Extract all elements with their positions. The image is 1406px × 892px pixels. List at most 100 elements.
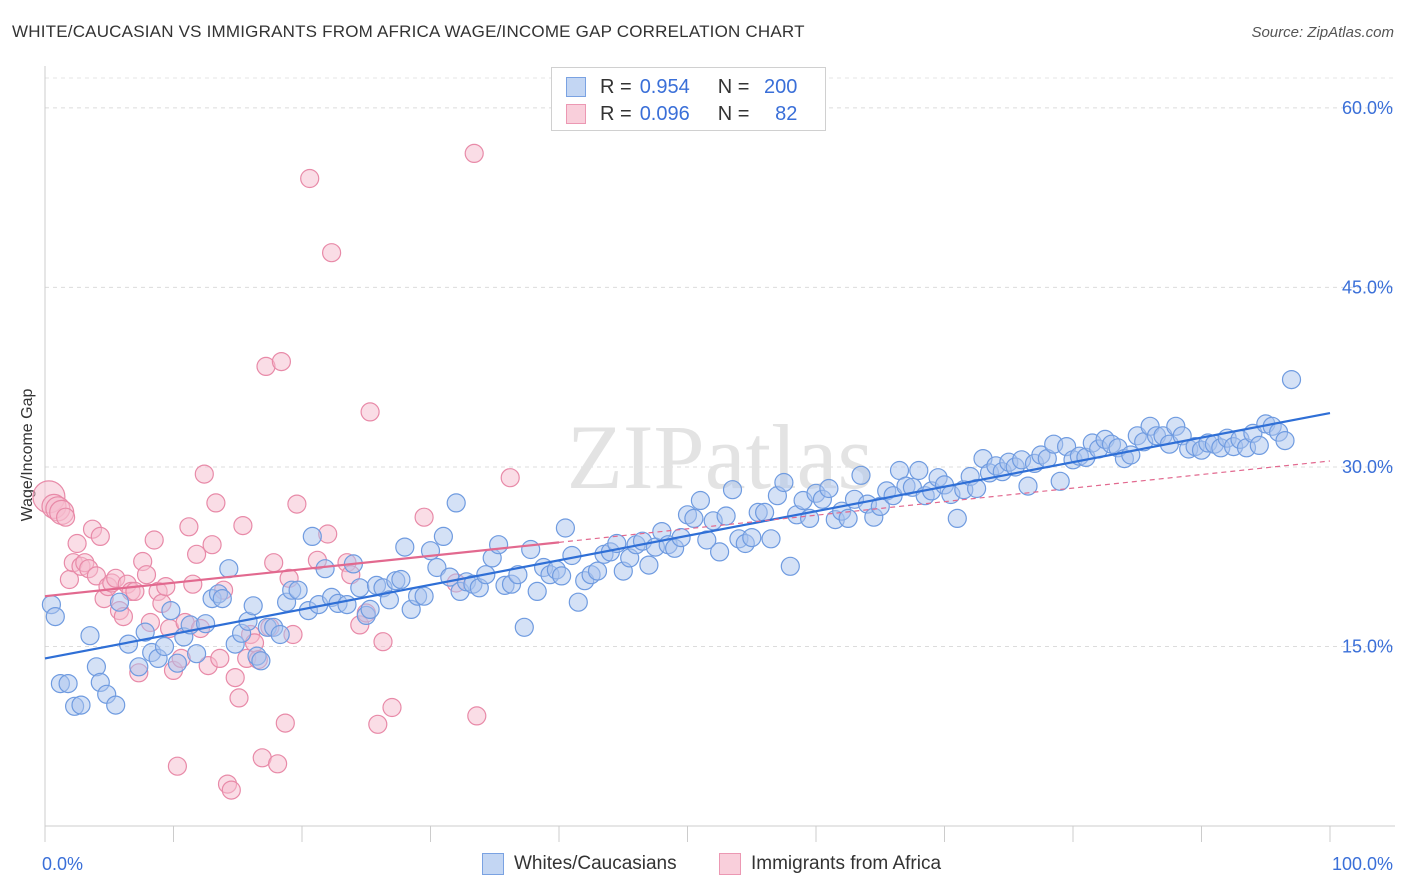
data-point [86,657,107,677]
data-point [514,617,534,637]
data-point [1050,471,1070,491]
y-tick-label: 45.0% [1342,277,1393,297]
data-point [161,600,181,621]
chart-title: WHITE/CAUCASIAN VS IMMIGRANTS FROM AFRIC… [12,22,805,41]
data-point [55,507,76,527]
data-point [489,535,509,555]
data-point [206,493,226,513]
data-point [225,667,245,688]
tick-labels: 15.0% 30.0% 45.0% 60.0% 0.0% 100.0% [42,98,1393,874]
data-point [819,478,839,499]
data-point [851,465,871,485]
data-point [551,566,572,586]
data-point [45,606,65,627]
data-point [58,673,78,694]
data-point [639,555,659,575]
blue-swatch [566,77,586,97]
data-point [373,632,393,652]
bottom-legend-white: Whites/Caucasians [482,852,677,876]
legend-r-label: R = [600,102,632,125]
data-point [709,542,730,562]
data-point [379,590,399,610]
data-point [684,508,704,529]
data-point [156,576,176,597]
data-point [527,581,547,602]
data-point [395,537,415,557]
data-point [382,697,402,718]
data-point [67,533,87,554]
data-point [427,557,447,578]
data-point [414,586,434,606]
data-point [106,695,126,715]
data-point [187,544,207,564]
data-point [391,569,411,590]
data-point [271,352,291,372]
legend-n-value: 200 [764,75,798,98]
legend-n-value: 82 [775,102,798,125]
data-point [1249,435,1269,455]
white-trend-line [44,412,1331,660]
data-point [243,596,263,616]
data-point [212,588,232,609]
data-point [300,168,320,189]
data-point [433,526,453,547]
data-point [1281,370,1302,390]
data-point [219,559,239,579]
data-point [947,508,967,529]
data-point [690,490,711,511]
bottom-legend-white-label: Whites/Caucasians [514,853,677,874]
legend-r-value: 0.096 [639,102,690,125]
data-point [129,657,149,677]
data-point [754,502,775,523]
data-point [251,651,271,671]
y-tick-label: 30.0% [1342,457,1393,477]
x-tick-label-min: 0.0% [42,854,83,874]
bottom-legend-africa: Immigrants from Africa [719,852,941,876]
data-point [264,553,284,573]
data-point [90,526,110,547]
data-point [183,574,203,594]
legend-r-label: R = [600,75,632,98]
africa-trend-dashed [558,460,1331,543]
legend-n-label: N = [717,102,750,125]
data-point [187,644,207,664]
data-point [1018,476,1038,496]
blue-swatch [482,853,504,875]
data-point [464,143,484,163]
data-point [229,688,249,708]
data-point [275,713,295,733]
data-point [716,506,736,526]
data-point [562,545,582,566]
axes [44,66,1395,842]
data-point [287,494,307,514]
data-point [270,624,290,645]
x-tick-label-max: 100.0% [1332,854,1393,874]
data-point [194,464,214,484]
y-tick-label: 15.0% [1342,636,1393,656]
data-point [154,636,175,657]
data-point [1275,431,1295,451]
data-point [587,561,608,581]
data-point [268,754,288,774]
data-point [179,517,199,537]
legend-n-label: N = [717,75,750,98]
data-point [136,565,157,585]
data-point [167,653,187,673]
data-point [135,622,155,642]
trend-lines [44,412,1331,660]
pink-swatch [719,853,741,875]
data-point [221,780,241,800]
data-point [774,472,794,493]
data-point [521,539,541,560]
data-point [467,706,487,726]
data-point [167,756,187,776]
data-point [288,580,308,600]
legend-row-white: R = 0.954 N = 200 [566,74,797,100]
data-point [446,493,466,513]
legend-r-value: 0.954 [639,75,690,98]
data-point [210,648,230,669]
pink-swatch [566,104,586,124]
data-point [202,535,222,555]
africa-trend-line [44,541,560,598]
